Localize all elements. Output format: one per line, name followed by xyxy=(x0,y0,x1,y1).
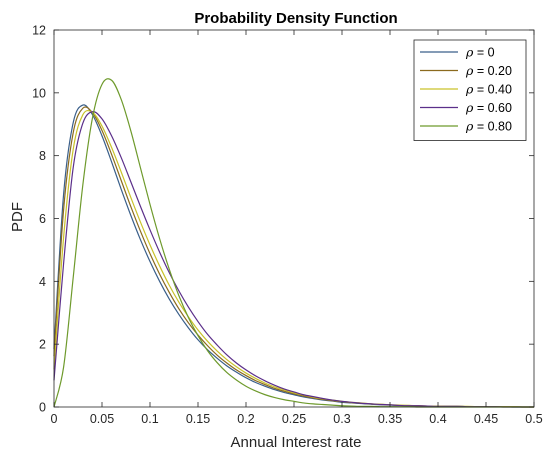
x-tick-label: 0 xyxy=(51,412,58,426)
legend-entry: ρ = 0 xyxy=(465,45,495,60)
x-tick-label: 0.15 xyxy=(186,412,210,426)
x-tick-label: 0.05 xyxy=(90,412,114,426)
y-tick-label: 6 xyxy=(39,212,46,226)
y-tick-label: 2 xyxy=(39,338,46,352)
legend-label: = 0.60 xyxy=(473,101,512,115)
legend-label: = 0.80 xyxy=(473,120,512,134)
legend-label: = 0.20 xyxy=(473,64,512,78)
legend-label: = 0.40 xyxy=(473,83,512,97)
legend: ρ = 0ρ = 0.20ρ = 0.40ρ = 0.60ρ = 0.80 xyxy=(413,39,527,141)
x-tick-label: 0.1 xyxy=(141,412,158,426)
y-tick-label: 4 xyxy=(39,275,46,289)
legend-symbol: ρ xyxy=(465,100,474,115)
legend-entry: ρ = 0.20 xyxy=(465,63,512,78)
chart-title: Probability Density Function xyxy=(194,10,397,27)
legend-symbol: ρ xyxy=(465,119,474,134)
y-tick-label: 12 xyxy=(32,24,46,38)
legend-box xyxy=(413,39,527,141)
y-axis-ticks: 0 2 4 6 8 10 12 xyxy=(32,24,534,415)
x-tick-label: 0.25 xyxy=(282,412,306,426)
y-tick-label: 10 xyxy=(32,86,46,100)
x-tick-label: 0.2 xyxy=(237,412,254,426)
x-axis-label: Annual Interest rate xyxy=(231,434,362,451)
y-axis-label: PDF xyxy=(9,202,26,232)
legend-symbol: ρ xyxy=(465,63,474,78)
legend-label: = 0 xyxy=(473,46,494,60)
x-tick-label: 0.35 xyxy=(378,412,402,426)
legend-symbol: ρ xyxy=(465,45,474,60)
y-tick-label: 0 xyxy=(39,401,46,415)
series-line-3 xyxy=(53,111,534,408)
x-tick-label: 0.3 xyxy=(333,412,350,426)
legend-entry: ρ = 0.60 xyxy=(465,100,512,115)
x-tick-label: 0.5 xyxy=(525,412,542,426)
x-tick-label: 0.4 xyxy=(429,412,446,426)
legend-entry: ρ = 0.40 xyxy=(465,82,512,97)
legend-entry: ρ = 0.80 xyxy=(465,119,512,134)
y-tick-label: 8 xyxy=(39,149,46,163)
legend-symbol: ρ xyxy=(465,82,474,97)
x-tick-label: 0.45 xyxy=(474,412,498,426)
x-axis-ticks: 0 0.05 0.1 0.15 0.2 0.25 0.3 0.35 0.4 0.45 0.5 xyxy=(51,30,543,426)
